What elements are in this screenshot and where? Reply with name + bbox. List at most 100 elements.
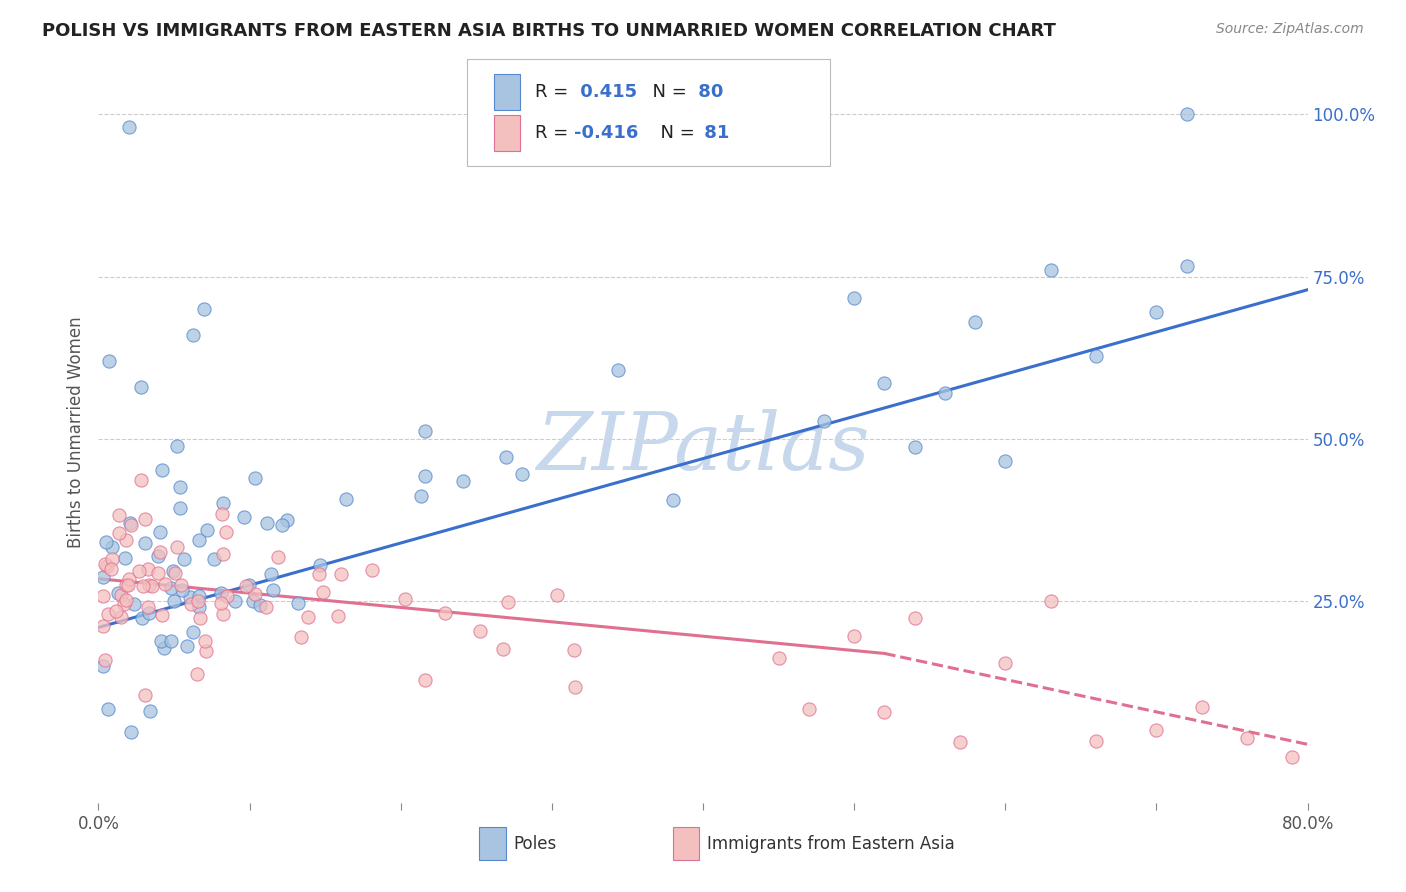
Point [188,600,211,615]
Point [328,608,350,623]
Point [1236,731,1258,746]
Point [266,549,288,564]
Point [965,315,987,329]
Point [94,558,117,572]
Point [173,552,195,566]
Point [129,380,152,394]
Point [1175,107,1198,121]
Point [1039,594,1062,608]
Point [107,586,129,600]
Point [492,641,515,656]
Point [797,702,820,716]
Point [160,633,183,648]
Point [166,541,188,555]
Point [409,489,432,503]
Point [94,535,117,549]
Point [335,491,357,506]
Point [115,592,138,607]
Point [361,564,384,578]
Point [118,516,141,530]
Y-axis label: Births to Unmarried Women: Births to Unmarried Women [66,317,84,549]
Point [110,610,132,624]
Point [110,588,132,602]
Point [1175,259,1198,273]
Point [134,512,156,526]
Point [188,589,211,603]
Point [202,552,225,566]
Point [132,579,155,593]
Point [496,595,519,609]
Point [1039,263,1062,277]
Point [136,600,159,615]
Point [1281,750,1303,764]
Text: R =: R = [534,83,574,101]
Point [122,597,145,611]
Point [97,354,120,368]
Text: ZIPatlas: ZIPatlas [536,409,870,486]
Point [186,667,208,681]
FancyBboxPatch shape [467,59,830,166]
Point [413,673,436,687]
Point [692,107,714,121]
Point [138,577,160,591]
Point [162,564,184,578]
Point [138,606,160,620]
Point [309,558,332,572]
Point [150,463,173,477]
Point [415,468,437,483]
Point [235,578,257,592]
Point [169,480,191,494]
Point [211,507,233,521]
Point [813,414,835,428]
Point [194,633,217,648]
Point [179,590,201,604]
Point [141,579,163,593]
Point [606,363,628,377]
Point [91,659,114,673]
Text: 0.415: 0.415 [574,83,637,101]
Point [181,328,204,343]
Point [114,578,136,592]
Point [117,578,139,592]
Point [217,589,239,603]
Point [844,291,866,305]
Point [245,586,267,600]
FancyBboxPatch shape [479,827,506,860]
Point [308,566,330,581]
Point [105,603,128,617]
Point [187,593,209,607]
Text: 80: 80 [692,83,724,101]
Text: Immigrants from Eastern Asia: Immigrants from Eastern Asia [707,835,955,853]
Point [166,439,188,453]
Point [873,705,896,719]
Point [287,596,309,610]
Point [1085,349,1108,363]
Point [540,107,562,121]
Point [214,524,236,539]
Point [1144,304,1167,318]
Text: Source: ZipAtlas.com: Source: ZipAtlas.com [1216,22,1364,37]
Point [212,496,235,510]
Point [249,599,271,613]
Point [136,562,159,576]
Point [188,611,211,625]
Point [91,569,114,583]
Point [1191,700,1213,714]
Point [101,551,124,566]
Point [260,567,283,582]
Point [451,475,474,489]
Point [131,473,153,487]
Point [118,572,141,586]
Point [149,525,172,540]
Point [564,680,586,694]
Point [661,493,683,508]
Point [262,583,284,598]
Point [994,454,1017,468]
Point [97,702,120,716]
Point [131,611,153,625]
Point [96,558,118,573]
Point [844,629,866,643]
Point [100,562,122,576]
Point [1085,733,1108,747]
Point [468,624,491,639]
